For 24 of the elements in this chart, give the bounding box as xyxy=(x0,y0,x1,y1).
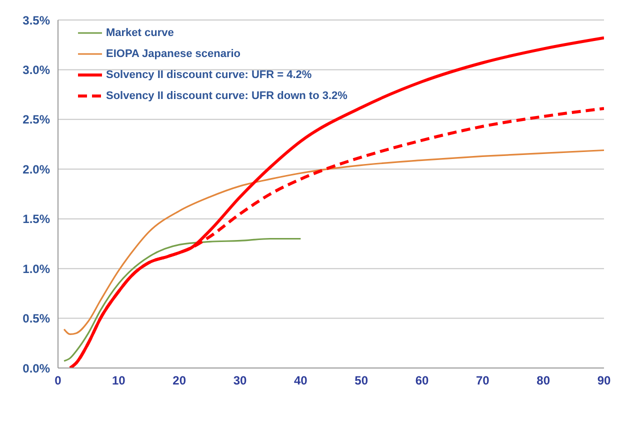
line-series xyxy=(63,149,604,335)
x-tick-label: 70 xyxy=(476,374,490,388)
y-tick-label: 2.0% xyxy=(22,162,50,176)
x-tick-label: 10 xyxy=(112,374,126,388)
legend-label: Solvency II discount curve: UFR = 4.2% xyxy=(106,68,312,80)
x-tick-label: 60 xyxy=(415,374,429,388)
x-tick-label: 50 xyxy=(354,374,368,388)
x-tick-label: 40 xyxy=(294,374,308,388)
y-tick-label: 2.5% xyxy=(22,112,50,127)
y-tick-label: 1.5% xyxy=(22,212,50,226)
y-tick-label: 3.5% xyxy=(22,13,50,28)
legend-label: Solvency II discount curve: UFR down to 3.2% xyxy=(106,90,348,102)
legend-label: EIOPA Japanese scenario xyxy=(106,48,241,60)
y-tick-label: 0.5% xyxy=(22,312,50,326)
x-tick-label: 20 xyxy=(172,374,186,388)
x-tick-label: 80 xyxy=(536,374,550,388)
x-tick-label: 30 xyxy=(233,374,247,388)
x-tick-label: 90 xyxy=(597,374,611,388)
y-tick-label: 0.0% xyxy=(22,361,50,376)
x-tick-label: 0 xyxy=(54,374,62,388)
y-tick-label: 3.0% xyxy=(22,62,50,77)
line-series xyxy=(63,238,302,362)
y-tick-label: 1.0% xyxy=(22,262,50,276)
legend-label: Market curve xyxy=(106,26,174,38)
